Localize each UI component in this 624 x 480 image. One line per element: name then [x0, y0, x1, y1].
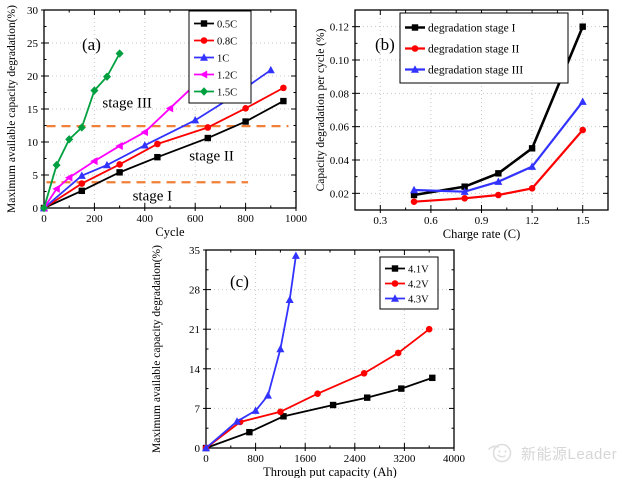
- svg-text:Cycle: Cycle: [155, 225, 185, 239]
- chart-b-degradation-per-cycle: 0.3 0.6 0.9 1.2 1.50.020.040.060.080.100.12C…: [316, 9, 609, 241]
- svg-text:3200: 3200: [393, 453, 416, 465]
- svg-text:4.1V: 4.1V: [408, 264, 429, 275]
- svg-text:degradation stage III: degradation stage III: [428, 65, 523, 77]
- svg-text:0.6: 0.6: [424, 215, 438, 227]
- watermark-text: 新能源Leader: [521, 445, 618, 463]
- svg-text:1.5C: 1.5C: [217, 87, 237, 98]
- chart-c-throughput-degradation: 0 800 1600 2400 3200 4000 0 7 14 21 28 35 Through pu…: [151, 245, 466, 478]
- svg-text:1.5: 1.5: [576, 215, 590, 227]
- svg-text:stage I: stage I: [133, 189, 173, 205]
- svg-text:stage II: stage II: [189, 148, 234, 164]
- svg-text:0.08: 0.08: [330, 88, 350, 100]
- svg-text:(b): (b): [375, 35, 395, 54]
- svg-text:600: 600: [187, 213, 204, 225]
- svg-text:1.2C: 1.2C: [217, 70, 237, 81]
- svg-text:degradation stage II: degradation stage II: [428, 44, 519, 56]
- svg-text:0.12: 0.12: [330, 22, 349, 34]
- svg-text:10: 10: [27, 137, 39, 149]
- svg-text:1.2: 1.2: [525, 215, 539, 227]
- wechat-logo-icon: [488, 443, 512, 463]
- svg-text:20: 20: [27, 71, 39, 83]
- svg-text:4000: 4000: [443, 453, 466, 465]
- svg-text:1000: 1000: [285, 213, 308, 225]
- svg-text:14: 14: [189, 364, 201, 376]
- svg-text:0.5C: 0.5C: [217, 19, 237, 30]
- svg-text:0: 0: [41, 213, 47, 225]
- watermark: 新能源Leader: [486, 441, 617, 465]
- svg-text:Charge rate (C): Charge rate (C): [443, 227, 521, 241]
- svg-text:Maximum available capacity deg: Maximum available capacity degradation(%…: [151, 245, 163, 453]
- svg-text:0.9: 0.9: [475, 215, 489, 227]
- svg-text:0.8C: 0.8C: [217, 36, 237, 47]
- svg-text:0.02: 0.02: [330, 188, 349, 200]
- svg-text:0: 0: [33, 203, 39, 215]
- svg-text:0: 0: [203, 453, 209, 465]
- svg-text:35: 35: [189, 245, 201, 257]
- svg-text:21: 21: [189, 324, 200, 336]
- svg-text:(c): (c): [230, 272, 249, 291]
- svg-text:30: 30: [27, 5, 39, 17]
- svg-text:15: 15: [27, 104, 39, 116]
- svg-text:Through put capacity (Ah): Through put capacity (Ah): [263, 465, 397, 478]
- svg-text:degradation stage I: degradation stage I: [428, 23, 516, 35]
- svg-text:0: 0: [195, 443, 201, 455]
- svg-text:7: 7: [195, 403, 201, 415]
- svg-text:1600: 1600: [294, 453, 317, 465]
- svg-text:0.06: 0.06: [330, 122, 350, 134]
- svg-text:4.3V: 4.3V: [408, 294, 429, 305]
- svg-text:1C: 1C: [217, 53, 229, 64]
- svg-text:0.04: 0.04: [330, 155, 350, 167]
- svg-text:4.2V: 4.2V: [408, 279, 429, 290]
- svg-text:(a): (a): [82, 35, 101, 54]
- svg-text:Capacity degradation per cycle: Capacity degradation per cycle (%): [316, 28, 327, 191]
- svg-text:800: 800: [237, 213, 254, 225]
- svg-text:stage III: stage III: [102, 96, 152, 112]
- svg-text:Maximum available capacity deg: Maximum available capacity degradation(%…: [6, 5, 18, 213]
- svg-text:5: 5: [33, 170, 39, 182]
- svg-text:400: 400: [137, 213, 154, 225]
- chart-a-cycle-degradation: 0 200 400 600 800 1000 0 5 10 15 20 25 30 Cycle Maximu…: [6, 5, 308, 239]
- svg-text:800: 800: [247, 453, 264, 465]
- svg-text:2400: 2400: [344, 453, 367, 465]
- svg-text:28: 28: [189, 285, 201, 297]
- svg-text:200: 200: [86, 213, 103, 225]
- svg-text:25: 25: [27, 38, 39, 50]
- svg-text:0.3: 0.3: [373, 215, 387, 227]
- svg-text:0.10: 0.10: [330, 55, 350, 67]
